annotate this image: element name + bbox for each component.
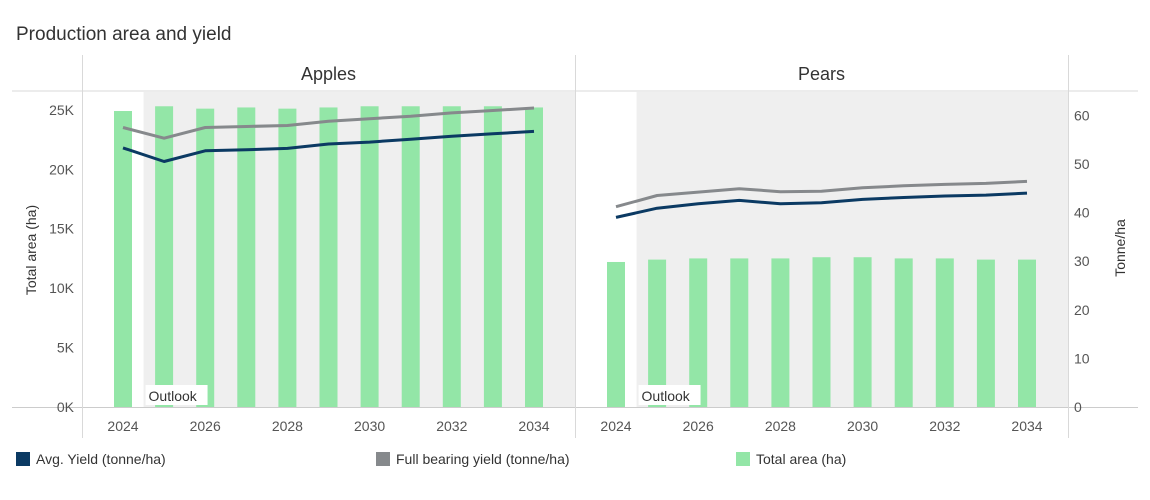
panel-pears: Pears Outlook 2024 2026 2028 2030 2032 2034 — [600, 64, 1068, 434]
left-axis-tick-label: 25K — [49, 102, 75, 118]
x-tick-label: 2024 — [600, 418, 631, 434]
x-tick-label: 2034 — [1011, 418, 1042, 434]
bar-total-area[interactable] — [730, 258, 749, 407]
line-avg-yield[interactable] — [122, 129, 535, 163]
line-full-bearing-yield[interactable] — [122, 106, 535, 140]
bar-total-area[interactable] — [525, 107, 543, 408]
bar-total-area[interactable] — [360, 106, 379, 407]
outlook-label: Outlook — [642, 388, 691, 404]
bar-total-area[interactable] — [648, 259, 667, 407]
line-avg-yield[interactable] — [615, 191, 1028, 219]
chart-axes: 0K 5K 10K 15K 20K 25K Total area (ha) 0 10 20 30 40… — [23, 102, 1128, 415]
bar-total-area[interactable] — [237, 107, 256, 408]
right-axis-tick-label: 30 — [1074, 253, 1090, 269]
outlook-label-bg — [145, 385, 208, 405]
outlook-label: Outlook — [149, 388, 198, 404]
x-tick-label: 2030 — [847, 418, 878, 434]
x-tick-label: 2026 — [683, 418, 714, 434]
x-tick-label: 2028 — [272, 418, 303, 434]
bar-total-area[interactable] — [853, 257, 872, 407]
left-axis-tick-label: 20K — [49, 161, 75, 177]
x-tick-label: 2026 — [190, 418, 221, 434]
x-tick-label: 2028 — [765, 418, 796, 434]
chart-title: Production area and yield — [16, 24, 231, 45]
bar-total-area[interactable] — [114, 111, 132, 408]
outlook-shading — [143, 92, 576, 407]
legend-item-avg-yield[interactable]: Avg. Yield (tonne/ha) — [16, 448, 166, 470]
bar-total-area[interactable] — [894, 258, 913, 407]
left-axis-tick-label: 5K — [57, 340, 75, 356]
legend-label-total-area: Total area (ha) — [756, 451, 847, 467]
panel-title-apples: Apples — [301, 64, 356, 84]
panel-apples: Apples Outlook 2024 2026 2028 2030 2032 2034 — [107, 64, 576, 434]
left-axis-title: Total area (ha) — [23, 205, 39, 295]
legend-item-total-area[interactable]: Total area (ha) — [736, 448, 846, 470]
x-tick-label: 2034 — [518, 418, 549, 434]
bar-total-area[interactable] — [483, 106, 502, 407]
bar-total-area[interactable] — [812, 257, 831, 407]
bar-total-area[interactable] — [607, 261, 625, 407]
legend-swatch-full-bearing-yield — [376, 452, 390, 466]
bar-total-area[interactable] — [319, 107, 338, 408]
legend-swatch-avg-yield — [16, 452, 30, 466]
bar-total-area[interactable] — [689, 258, 708, 407]
left-axis-tick-label: 0K — [57, 399, 75, 415]
legend-label-full-bearing-yield: Full bearing yield (tonne/ha) — [396, 451, 570, 467]
left-axis-tick-label: 10K — [49, 280, 75, 296]
right-axis-tick-label: 50 — [1074, 156, 1090, 172]
bar-total-area[interactable] — [442, 106, 461, 407]
outlook-shading — [636, 92, 1068, 407]
right-axis-tick-label: 20 — [1074, 302, 1090, 318]
right-axis-tick-label: 10 — [1074, 350, 1090, 366]
chart-frame — [12, 55, 1138, 438]
right-axis-tick-label: 40 — [1074, 205, 1090, 221]
bar-total-area[interactable] — [976, 259, 995, 407]
x-tick-label: 2032 — [929, 418, 960, 434]
outlook-label-bg — [638, 385, 701, 405]
x-tick-label: 2032 — [436, 418, 467, 434]
bar-total-area[interactable] — [401, 106, 420, 407]
right-axis-tick-label: 0 — [1074, 399, 1082, 415]
x-tick-label: 2030 — [354, 418, 385, 434]
legend-swatch-total-area — [736, 452, 750, 466]
x-tick-label: 2024 — [107, 418, 138, 434]
bar-total-area[interactable] — [278, 108, 297, 407]
left-axis-tick-label: 15K — [49, 221, 75, 237]
right-axis-tick-label: 60 — [1074, 107, 1090, 123]
bar-total-area[interactable] — [196, 108, 215, 407]
bar-total-area[interactable] — [155, 106, 174, 407]
right-axis-title: Tonne/ha — [1112, 219, 1128, 277]
bar-total-area[interactable] — [1018, 259, 1036, 407]
panel-title-pears: Pears — [798, 64, 845, 84]
bar-total-area[interactable] — [935, 258, 954, 407]
legend-label-avg-yield: Avg. Yield (tonne/ha) — [36, 451, 166, 467]
bar-total-area[interactable] — [771, 258, 790, 407]
line-full-bearing-yield[interactable] — [615, 179, 1028, 209]
legend-item-full-bearing-yield[interactable]: Full bearing yield (tonne/ha) — [376, 448, 570, 470]
